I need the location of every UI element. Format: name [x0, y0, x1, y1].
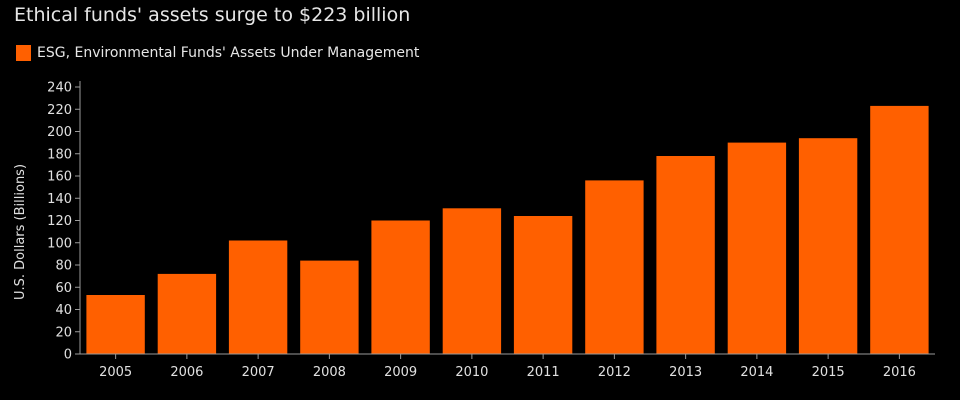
x-tick-label: 2007	[242, 365, 275, 380]
bar-2012	[585, 180, 644, 354]
y-axis: 0 20 40 60 80 100 120 140 160 180 200 220 240	[47, 81, 81, 363]
legend-swatch	[16, 45, 31, 61]
bar-2007	[228, 240, 288, 354]
x-tick-label: 2010	[455, 365, 488, 380]
x-tick-label: 2015	[812, 365, 845, 380]
bar-2011	[513, 216, 573, 354]
bar-2016	[870, 105, 929, 355]
y-tick-label: 0	[64, 348, 72, 363]
x-tick-label: 2009	[384, 365, 417, 380]
x-tick-label: 2006	[170, 365, 203, 380]
bars	[86, 105, 929, 355]
y-tick-label: 80	[55, 259, 72, 274]
x-tick-label: 2013	[669, 365, 702, 380]
y-tick-label: 200	[47, 125, 72, 140]
bar-2008	[300, 260, 359, 354]
bar-2010	[442, 208, 502, 354]
legend-label: ESG, Environmental Funds' Assets Under M…	[37, 45, 420, 61]
x-tick-label: 2008	[313, 365, 346, 380]
x-axis: 2005 2006 2007 2008 2009 2010 2011 2012 2013 2014…	[80, 353, 935, 380]
x-tick-label: 2005	[99, 365, 132, 380]
y-tick-label: 160	[47, 170, 72, 185]
y-tick-label: 100	[47, 236, 72, 251]
legend: ESG, Environmental Funds' Assets Under M…	[16, 43, 419, 63]
bar-2014	[727, 142, 787, 354]
y-tick-label: 240	[47, 81, 72, 96]
x-tick-label: 2014	[740, 365, 773, 380]
y-tick-label: 140	[47, 192, 72, 207]
y-tick-label: 20	[55, 325, 72, 340]
y-tick-label: 180	[47, 147, 72, 162]
chart-title: Ethical funds' assets surge to $223 bill…	[14, 4, 411, 26]
bar-2005	[86, 295, 145, 354]
x-tick-label: 2012	[598, 365, 631, 380]
y-tick-label: 60	[55, 281, 72, 296]
y-tick-label: 220	[47, 103, 72, 118]
x-tick-label: 2016	[883, 365, 916, 380]
bar-2006	[157, 273, 217, 354]
y-tick-label: 40	[55, 303, 72, 318]
x-tick-label: 2011	[527, 365, 560, 380]
y-tick-label: 120	[47, 214, 72, 229]
bar-2009	[371, 220, 430, 354]
y-axis-label: U.S. Dollars (Billions)	[13, 164, 28, 300]
bar-2015	[798, 138, 858, 354]
bar-2013	[656, 156, 715, 354]
